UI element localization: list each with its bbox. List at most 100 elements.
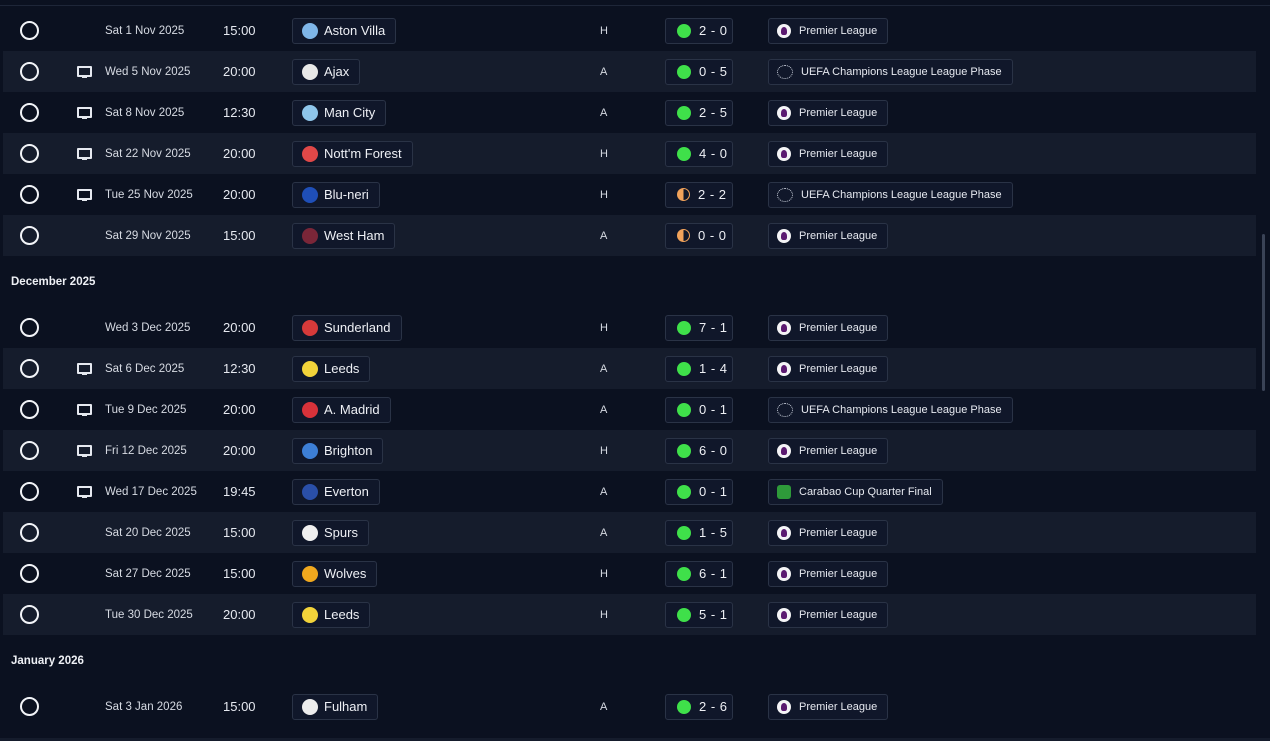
competition-name: Premier League (799, 321, 878, 334)
competition-name: Premier League (799, 567, 878, 580)
win-indicator-icon (677, 607, 691, 622)
opponent-button[interactable]: Leeds (292, 601, 371, 628)
match-date: Tue 30 Dec 2025 (105, 608, 193, 621)
status-circle-icon[interactable] (20, 400, 39, 419)
status-circle-icon[interactable] (20, 226, 39, 245)
fixture-row[interactable]: Wed 5 Nov 2025 20:00 Ajax A 0 - 5 UEFA Champi… (3, 51, 1256, 92)
opponent-button[interactable]: A. Madrid (292, 396, 391, 423)
status-circle-icon[interactable] (20, 185, 39, 204)
fixture-row[interactable]: Sat 20 Dec 2025 15:00 Spurs A 1 - 5 Premier L… (3, 512, 1256, 553)
status-circle-icon[interactable] (20, 564, 39, 583)
competition-button[interactable]: Premier League (768, 140, 889, 167)
result-button[interactable]: 2 - 6 (665, 693, 733, 720)
fixture-row[interactable]: Sat 8 Nov 2025 12:30 Man City A 2 - 5 Premier… (3, 92, 1256, 133)
opponent-button[interactable]: Nott'm Forest (292, 140, 413, 167)
competition-button[interactable]: Premier League (768, 693, 889, 720)
competition-button[interactable]: Premier League (768, 355, 889, 382)
competition-name: Premier League (799, 700, 878, 713)
competition-button[interactable]: UEFA Champions League League Phase (768, 58, 1013, 85)
result-button[interactable]: 6 - 0 (665, 437, 733, 464)
opponent-button[interactable]: Aston Villa (292, 17, 397, 44)
status-circle-icon[interactable] (20, 318, 39, 337)
fixture-row[interactable]: Sat 27 Dec 2025 15:00 Wolves H 6 - 1 Premier … (3, 553, 1256, 594)
opponent-button[interactable]: Spurs (292, 519, 369, 546)
team-crest-icon (302, 186, 318, 203)
fixture-row[interactable]: Sat 22 Nov 2025 20:00 Nott'm Forest H 4 - 0 P… (3, 133, 1256, 174)
competition-button[interactable]: Premier League (768, 17, 889, 44)
opponent-button[interactable]: Sunderland (292, 314, 402, 341)
opponent-button[interactable]: Wolves (292, 560, 378, 587)
match-date: Sat 8 Nov 2025 (105, 106, 185, 119)
result-button[interactable]: 5 - 1 (665, 601, 733, 628)
status-circle-icon[interactable] (20, 441, 39, 460)
venue: A (600, 700, 608, 713)
status-circle-icon[interactable] (20, 482, 39, 501)
result-button[interactable]: 0 - 1 (665, 396, 733, 423)
opponent-name: Everton (324, 484, 369, 499)
opponent-button[interactable]: Leeds (292, 355, 371, 382)
opponent-button[interactable]: Ajax (292, 58, 361, 85)
competition-logo-icon (777, 320, 791, 335)
status-circle-icon[interactable] (20, 62, 39, 81)
fixture-row[interactable]: Wed 17 Dec 2025 19:45 Everton A 0 - 1 Carabao… (3, 471, 1256, 512)
competition-button[interactable]: Premier League (768, 99, 889, 126)
opponent-button[interactable]: Brighton (292, 437, 384, 464)
competition-button[interactable]: Carabao Cup Quarter Final (768, 478, 943, 505)
result-button[interactable]: 6 - 1 (665, 560, 733, 587)
result-button[interactable]: 2 - 0 (665, 17, 733, 44)
status-circle-icon[interactable] (20, 605, 39, 624)
win-indicator-icon (677, 361, 691, 376)
venue: H (600, 567, 608, 580)
result-button[interactable]: 2 - 5 (665, 99, 733, 126)
competition-button[interactable]: Premier League (768, 314, 889, 341)
status-circle-icon[interactable] (20, 359, 39, 378)
fixture-row[interactable]: Sat 1 Nov 2025 15:00 Aston Villa H 2 - 0 Prem… (3, 10, 1256, 51)
opponent-name: Fulham (324, 699, 368, 714)
competition-logo-icon (777, 566, 791, 581)
opponent-button[interactable]: Fulham (292, 693, 379, 720)
competition-button[interactable]: Premier League (768, 519, 889, 546)
win-indicator-icon (677, 64, 691, 79)
match-date: Fri 12 Dec 2025 (105, 444, 187, 457)
status-circle-icon[interactable] (20, 697, 39, 716)
fixture-row[interactable]: Sat 3 Jan 2026 15:00 Fulham A 2 - 6 Premier L… (3, 686, 1256, 727)
result-button[interactable]: 4 - 0 (665, 140, 733, 167)
competition-button[interactable]: UEFA Champions League League Phase (768, 396, 1013, 423)
score: 0 - 1 (699, 484, 728, 499)
competition-button[interactable]: Premier League (768, 560, 889, 587)
fixture-row[interactable]: Tue 9 Dec 2025 20:00 A. Madrid A 0 - 1 UEFA C… (3, 389, 1256, 430)
result-button[interactable]: 0 - 1 (665, 478, 733, 505)
status-circle-icon[interactable] (20, 21, 39, 40)
opponent-button[interactable]: Everton (292, 478, 380, 505)
status-circle-icon[interactable] (20, 523, 39, 542)
status-circle-icon[interactable] (20, 144, 39, 163)
result-button[interactable]: 0 - 0 (665, 222, 733, 249)
result-button[interactable]: 2 - 2 (665, 181, 733, 208)
result-button[interactable]: 0 - 5 (665, 58, 733, 85)
competition-button[interactable]: Premier League (768, 437, 889, 464)
result-button[interactable]: 1 - 5 (665, 519, 733, 546)
result-button[interactable]: 7 - 1 (665, 314, 733, 341)
result-button[interactable]: 1 - 4 (665, 355, 733, 382)
opponent-button[interactable]: Man City (292, 99, 387, 126)
competition-button[interactable]: Premier League (768, 222, 889, 249)
fixture-row[interactable]: Tue 30 Dec 2025 20:00 Leeds H 5 - 1 Premier L… (3, 594, 1256, 635)
fixture-row[interactable]: Sat 6 Dec 2025 12:30 Leeds A 1 - 4 Premier Le… (3, 348, 1256, 389)
scrollbar[interactable] (1262, 234, 1265, 391)
competition-name: Premier League (799, 362, 878, 375)
fixture-row[interactable]: Tue 25 Nov 2025 20:00 Blu-neri H 2 - 2 UEFA C… (3, 174, 1256, 215)
kickoff-time: 20:00 (223, 607, 256, 622)
kickoff-time: 20:00 (223, 320, 256, 335)
competition-button[interactable]: UEFA Champions League League Phase (768, 181, 1013, 208)
bottom-divider (0, 738, 1270, 741)
opponent-button[interactable]: West Ham (292, 222, 396, 249)
competition-button[interactable]: Premier League (768, 601, 889, 628)
fixture-row[interactable]: Fri 12 Dec 2025 20:00 Brighton H 6 - 0 Premie… (3, 430, 1256, 471)
fixture-row[interactable]: Sat 29 Nov 2025 15:00 West Ham A 0 - 0 Premie… (3, 215, 1256, 256)
kickoff-time: 20:00 (223, 187, 256, 202)
fixture-row[interactable]: Wed 3 Dec 2025 20:00 Sunderland H 7 - 1 Premi… (3, 307, 1256, 348)
team-crest-icon (302, 63, 318, 80)
win-indicator-icon (677, 402, 691, 417)
opponent-button[interactable]: Blu-neri (292, 181, 380, 208)
status-circle-icon[interactable] (20, 103, 39, 122)
